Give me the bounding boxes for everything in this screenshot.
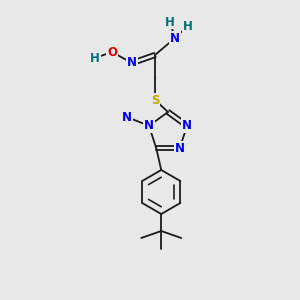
Text: N: N xyxy=(127,56,137,70)
Text: N: N xyxy=(144,119,154,132)
Text: N: N xyxy=(170,32,180,44)
Text: H: H xyxy=(90,52,100,64)
Text: H: H xyxy=(183,20,193,32)
Text: O: O xyxy=(107,46,117,59)
Text: N: N xyxy=(175,142,185,155)
Text: N: N xyxy=(182,119,192,132)
Text: S: S xyxy=(151,94,159,106)
Text: N: N xyxy=(122,111,132,124)
Text: H: H xyxy=(165,16,175,28)
